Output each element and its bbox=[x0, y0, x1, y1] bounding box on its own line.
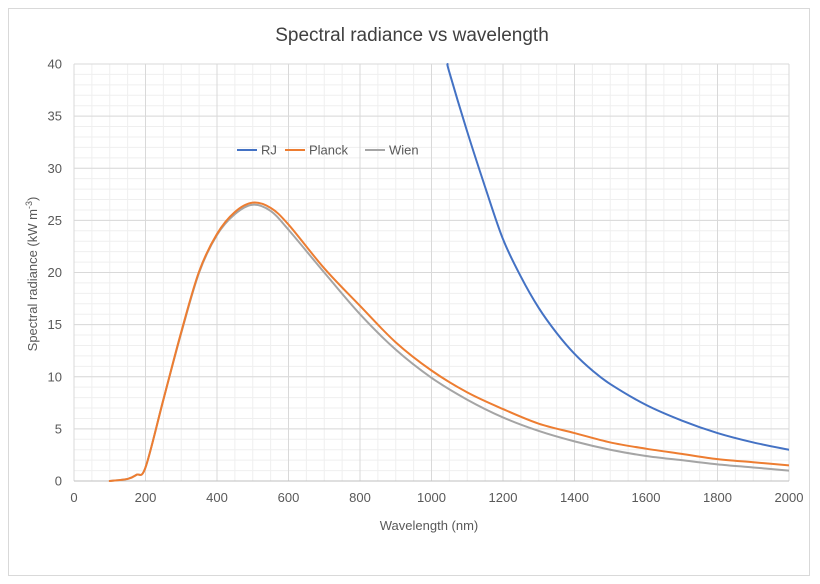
x-tick-label: 1000 bbox=[417, 490, 446, 505]
y-tick-label: 25 bbox=[48, 213, 62, 228]
x-tick-label: 0 bbox=[70, 490, 77, 505]
series-line-rj bbox=[446, 63, 789, 451]
y-tick-label: 20 bbox=[48, 265, 62, 280]
y-tick-label: 40 bbox=[48, 57, 62, 72]
legend-label-wien: Wien bbox=[389, 143, 419, 158]
series-line-planck bbox=[108, 201, 789, 482]
y-tick-label: 0 bbox=[55, 474, 62, 489]
y-tick-label: 30 bbox=[48, 161, 62, 176]
chart-area: Spectral radiance vs wavelength 0 200 400 6… bbox=[8, 8, 810, 576]
y-tick-label: 15 bbox=[48, 317, 62, 332]
x-tick-label: 1600 bbox=[632, 490, 661, 505]
grid bbox=[73, 63, 790, 482]
chart-svg: Spectral radiance vs wavelength 0 200 400 6… bbox=[24, 25, 804, 533]
legend: RJ Planck Wien bbox=[237, 143, 419, 158]
x-tick-label: 200 bbox=[135, 490, 157, 505]
chart-title: Spectral radiance vs wavelength bbox=[275, 25, 549, 46]
x-tick-label: 800 bbox=[349, 490, 371, 505]
x-tick-label: 400 bbox=[206, 490, 228, 505]
axes: 0 200 400 600 800 1000 1200 1400 1600 1800 2000 0 5 1… bbox=[48, 57, 804, 506]
legend-label-rj: RJ bbox=[261, 143, 277, 158]
x-tick-label: 600 bbox=[278, 490, 300, 505]
y-tick-label: 10 bbox=[48, 369, 62, 384]
y-axis-title: Spectral radiance (kW m-3) bbox=[24, 197, 40, 352]
series-lines bbox=[108, 63, 789, 482]
x-tick-label: 2000 bbox=[775, 490, 804, 505]
x-tick-label: 1400 bbox=[560, 490, 589, 505]
x-axis-title: Wavelength (nm) bbox=[380, 518, 479, 533]
legend-label-planck: Planck bbox=[309, 143, 349, 158]
y-axis-title-main: Spectral radiance (kW m bbox=[25, 209, 40, 351]
x-tick-label: 1200 bbox=[489, 490, 518, 505]
x-tick-label: 1800 bbox=[703, 490, 732, 505]
y-axis-title-close: ) bbox=[25, 197, 40, 201]
y-tick-label: 5 bbox=[55, 421, 62, 436]
y-axis-title-sup: -3 bbox=[24, 201, 34, 209]
y-tick-label: 35 bbox=[48, 109, 62, 124]
